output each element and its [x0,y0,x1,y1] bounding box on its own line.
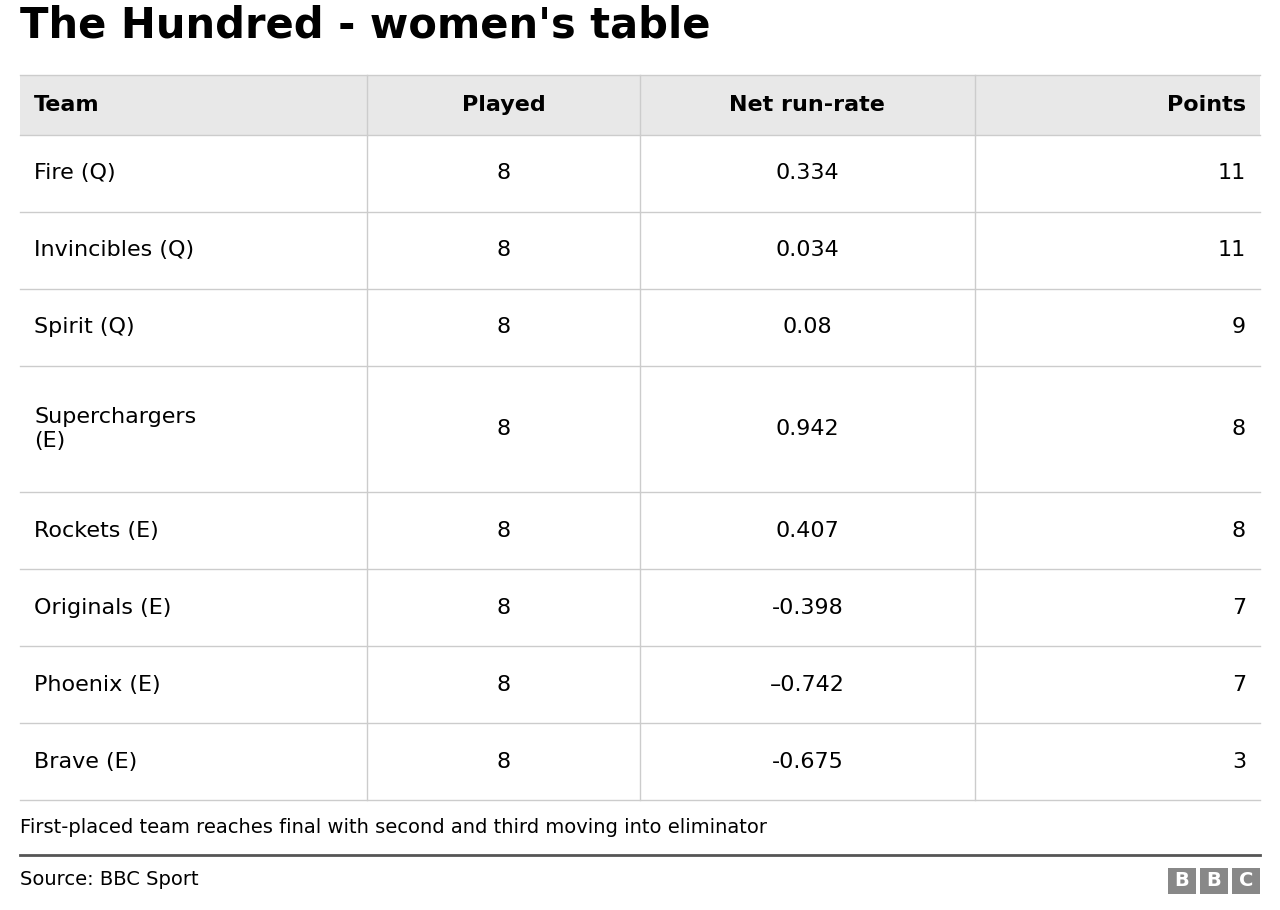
Text: 8: 8 [1231,521,1245,541]
Text: Played: Played [462,95,545,115]
Text: Net run-rate: Net run-rate [730,95,886,115]
Text: 0.942: 0.942 [776,420,840,439]
Bar [1231,868,1260,894]
Text: 7: 7 [1231,674,1245,694]
Text: 8: 8 [497,521,511,541]
Text: Fire (Q): Fire (Q) [35,164,115,184]
Text: Rockets (E): Rockets (E) [35,521,159,541]
Text: Spirit (Q): Spirit (Q) [35,318,134,338]
Text: B: B [1207,872,1221,891]
Text: 9: 9 [1231,318,1245,338]
Text: Team: Team [35,95,100,115]
Text: Source: BBC Sport: Source: BBC Sport [20,870,198,889]
Bar [20,135,1260,212]
Text: 0.08: 0.08 [782,318,832,338]
Text: 3: 3 [1231,752,1245,772]
Bar [20,570,1260,646]
Text: 8: 8 [1231,420,1245,439]
Bar [20,366,1260,492]
Bar [20,646,1260,723]
Text: 11: 11 [1217,240,1245,260]
Text: 0.334: 0.334 [776,164,840,184]
Text: –0.742: –0.742 [771,674,845,694]
Text: 8: 8 [497,752,511,772]
Text: -0.398: -0.398 [772,598,844,618]
Bar [20,723,1260,800]
Text: First-placed team reaches final with second and third moving into eliminator: First-placed team reaches final with sec… [20,818,767,837]
Text: 0.407: 0.407 [776,521,840,541]
Text: Phoenix (E): Phoenix (E) [35,674,160,694]
Text: 8: 8 [497,240,511,260]
Text: 0.034: 0.034 [776,240,840,260]
Text: B: B [1175,872,1189,891]
Bar [20,288,1260,366]
Text: C: C [1239,872,1253,891]
Text: 8: 8 [497,420,511,439]
Text: 8: 8 [497,164,511,184]
Bar [1169,868,1196,894]
Text: -0.675: -0.675 [772,752,844,772]
Text: 7: 7 [1231,598,1245,618]
Text: Invincibles (Q): Invincibles (Q) [35,240,195,260]
Text: 8: 8 [497,674,511,694]
Text: Superchargers
(E): Superchargers (E) [35,408,196,450]
Bar [20,492,1260,570]
Text: Points: Points [1167,95,1245,115]
Bar [1201,868,1228,894]
Bar [20,75,1260,135]
Text: 11: 11 [1217,164,1245,184]
Bar [20,212,1260,288]
Text: Brave (E): Brave (E) [35,752,137,772]
Text: 8: 8 [497,318,511,338]
Text: Originals (E): Originals (E) [35,598,172,618]
Text: 8: 8 [497,598,511,618]
Text: The Hundred - women's table: The Hundred - women's table [20,5,710,47]
